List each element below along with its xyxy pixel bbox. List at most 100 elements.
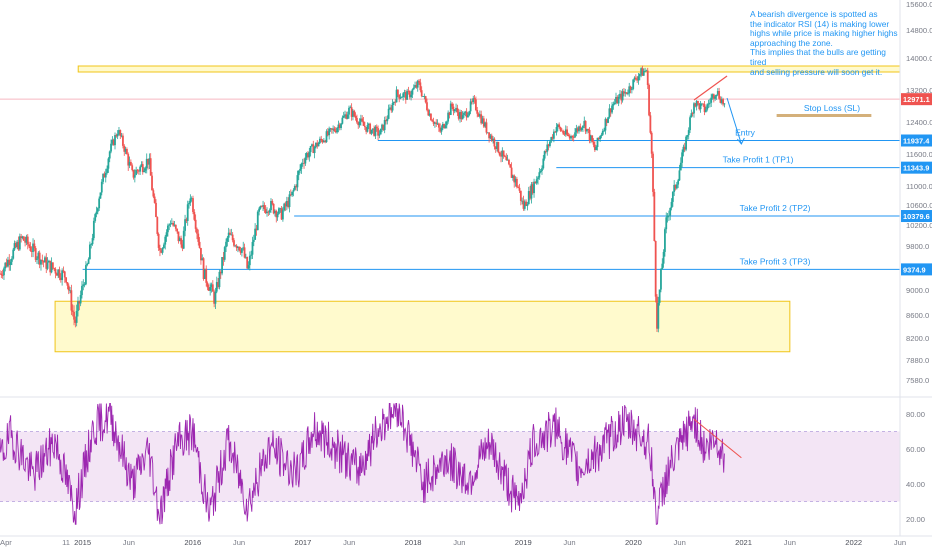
candle-body — [407, 90, 410, 92]
candle-body — [126, 149, 128, 155]
candle-body — [404, 92, 407, 100]
candle-body — [571, 135, 574, 138]
candle-body — [13, 243, 16, 250]
candle-body — [722, 99, 724, 105]
candle-body — [0, 273, 3, 276]
analysis-note-line: the indicator RSI (14) is making lower — [750, 18, 890, 29]
time-tick-label: 2017 — [294, 538, 311, 547]
candle-body — [95, 211, 98, 215]
candle-body — [552, 131, 555, 139]
candle-body — [636, 79, 639, 81]
candle-body — [375, 126, 378, 129]
candle-body — [203, 268, 206, 279]
candle-body — [562, 130, 565, 134]
candle-body — [295, 185, 298, 188]
candle-body — [164, 236, 167, 245]
candle-body — [122, 135, 124, 146]
candle-body — [207, 287, 210, 291]
candle-body — [547, 144, 550, 147]
candle-body — [566, 129, 568, 135]
candle-body — [431, 120, 434, 122]
candle-body — [326, 131, 329, 136]
candle-body — [518, 187, 521, 191]
candle-body — [599, 136, 602, 140]
candle-body — [670, 201, 673, 209]
candle-body — [720, 99, 723, 103]
candle-body — [501, 150, 504, 157]
candle-body — [340, 123, 342, 129]
candle-body — [396, 89, 399, 95]
candle-body — [91, 238, 94, 245]
candle-body — [587, 128, 590, 130]
level-price-tag-text: 10379.6 — [903, 212, 930, 221]
candle-body — [443, 124, 446, 129]
candle-body — [530, 184, 533, 199]
candle-body — [477, 113, 480, 117]
candle-body — [591, 135, 594, 142]
price-tick-label: 9800.0 — [906, 242, 929, 251]
candle-body — [673, 184, 676, 192]
candle-body — [666, 216, 669, 218]
candle-body — [168, 224, 171, 226]
candle-body — [426, 102, 428, 111]
candle-body — [422, 96, 424, 97]
candle-body — [582, 125, 584, 129]
candle-body — [430, 113, 432, 121]
candle-body — [155, 202, 157, 218]
candle-body — [677, 180, 680, 185]
candle-body — [192, 198, 194, 213]
candle-body — [496, 142, 498, 150]
candle-body — [482, 118, 485, 127]
candle-body — [180, 238, 183, 245]
candle-body — [695, 100, 698, 107]
candle-body — [176, 228, 179, 232]
candle-body — [664, 229, 666, 252]
candle-body — [118, 130, 120, 135]
candle-body — [605, 118, 608, 123]
candle-body — [478, 114, 481, 117]
candle-body — [537, 177, 539, 180]
candle-body — [123, 145, 126, 152]
candle-body — [234, 245, 237, 247]
time-tick-label: 2021 — [735, 538, 752, 547]
candle-body — [471, 101, 473, 103]
candle-body — [624, 92, 627, 94]
rsi-tick-label: 20.00 — [906, 515, 925, 524]
price-tick-label: 8600.0 — [906, 311, 929, 320]
candle-body — [497, 142, 500, 153]
candle-body — [213, 291, 216, 304]
candle-body — [102, 173, 105, 182]
candle-body — [354, 116, 357, 118]
candle-body — [683, 146, 686, 150]
candle-body — [358, 121, 361, 126]
candle-body — [40, 259, 42, 265]
candle-body — [467, 115, 469, 118]
candle-body — [140, 164, 143, 167]
candle-body — [453, 109, 456, 112]
candle-body — [289, 194, 292, 196]
candle-body — [363, 125, 366, 128]
candle-body — [690, 113, 693, 118]
candle-body — [211, 284, 214, 292]
candle-body — [22, 236, 25, 241]
candle-body — [229, 232, 231, 235]
candle-body — [460, 112, 463, 120]
candle-body — [14, 243, 17, 248]
candle-body — [90, 244, 93, 245]
candle-body — [711, 94, 714, 98]
candle-body — [644, 70, 646, 72]
candle-body — [106, 168, 108, 174]
candle-body — [349, 107, 352, 109]
candle-body — [103, 173, 106, 178]
candle-body — [523, 201, 526, 209]
level-label: Take Profit 2 (TP2) — [740, 203, 811, 213]
candle-body — [300, 163, 303, 169]
candle-body — [170, 223, 173, 224]
candle-body — [463, 112, 465, 116]
analysis-note-line: This implies that the bulls are getting … — [750, 47, 889, 67]
time-tick-label: Jun — [563, 538, 575, 547]
time-tick-label: Jun — [894, 538, 906, 547]
candle-body — [395, 89, 398, 103]
